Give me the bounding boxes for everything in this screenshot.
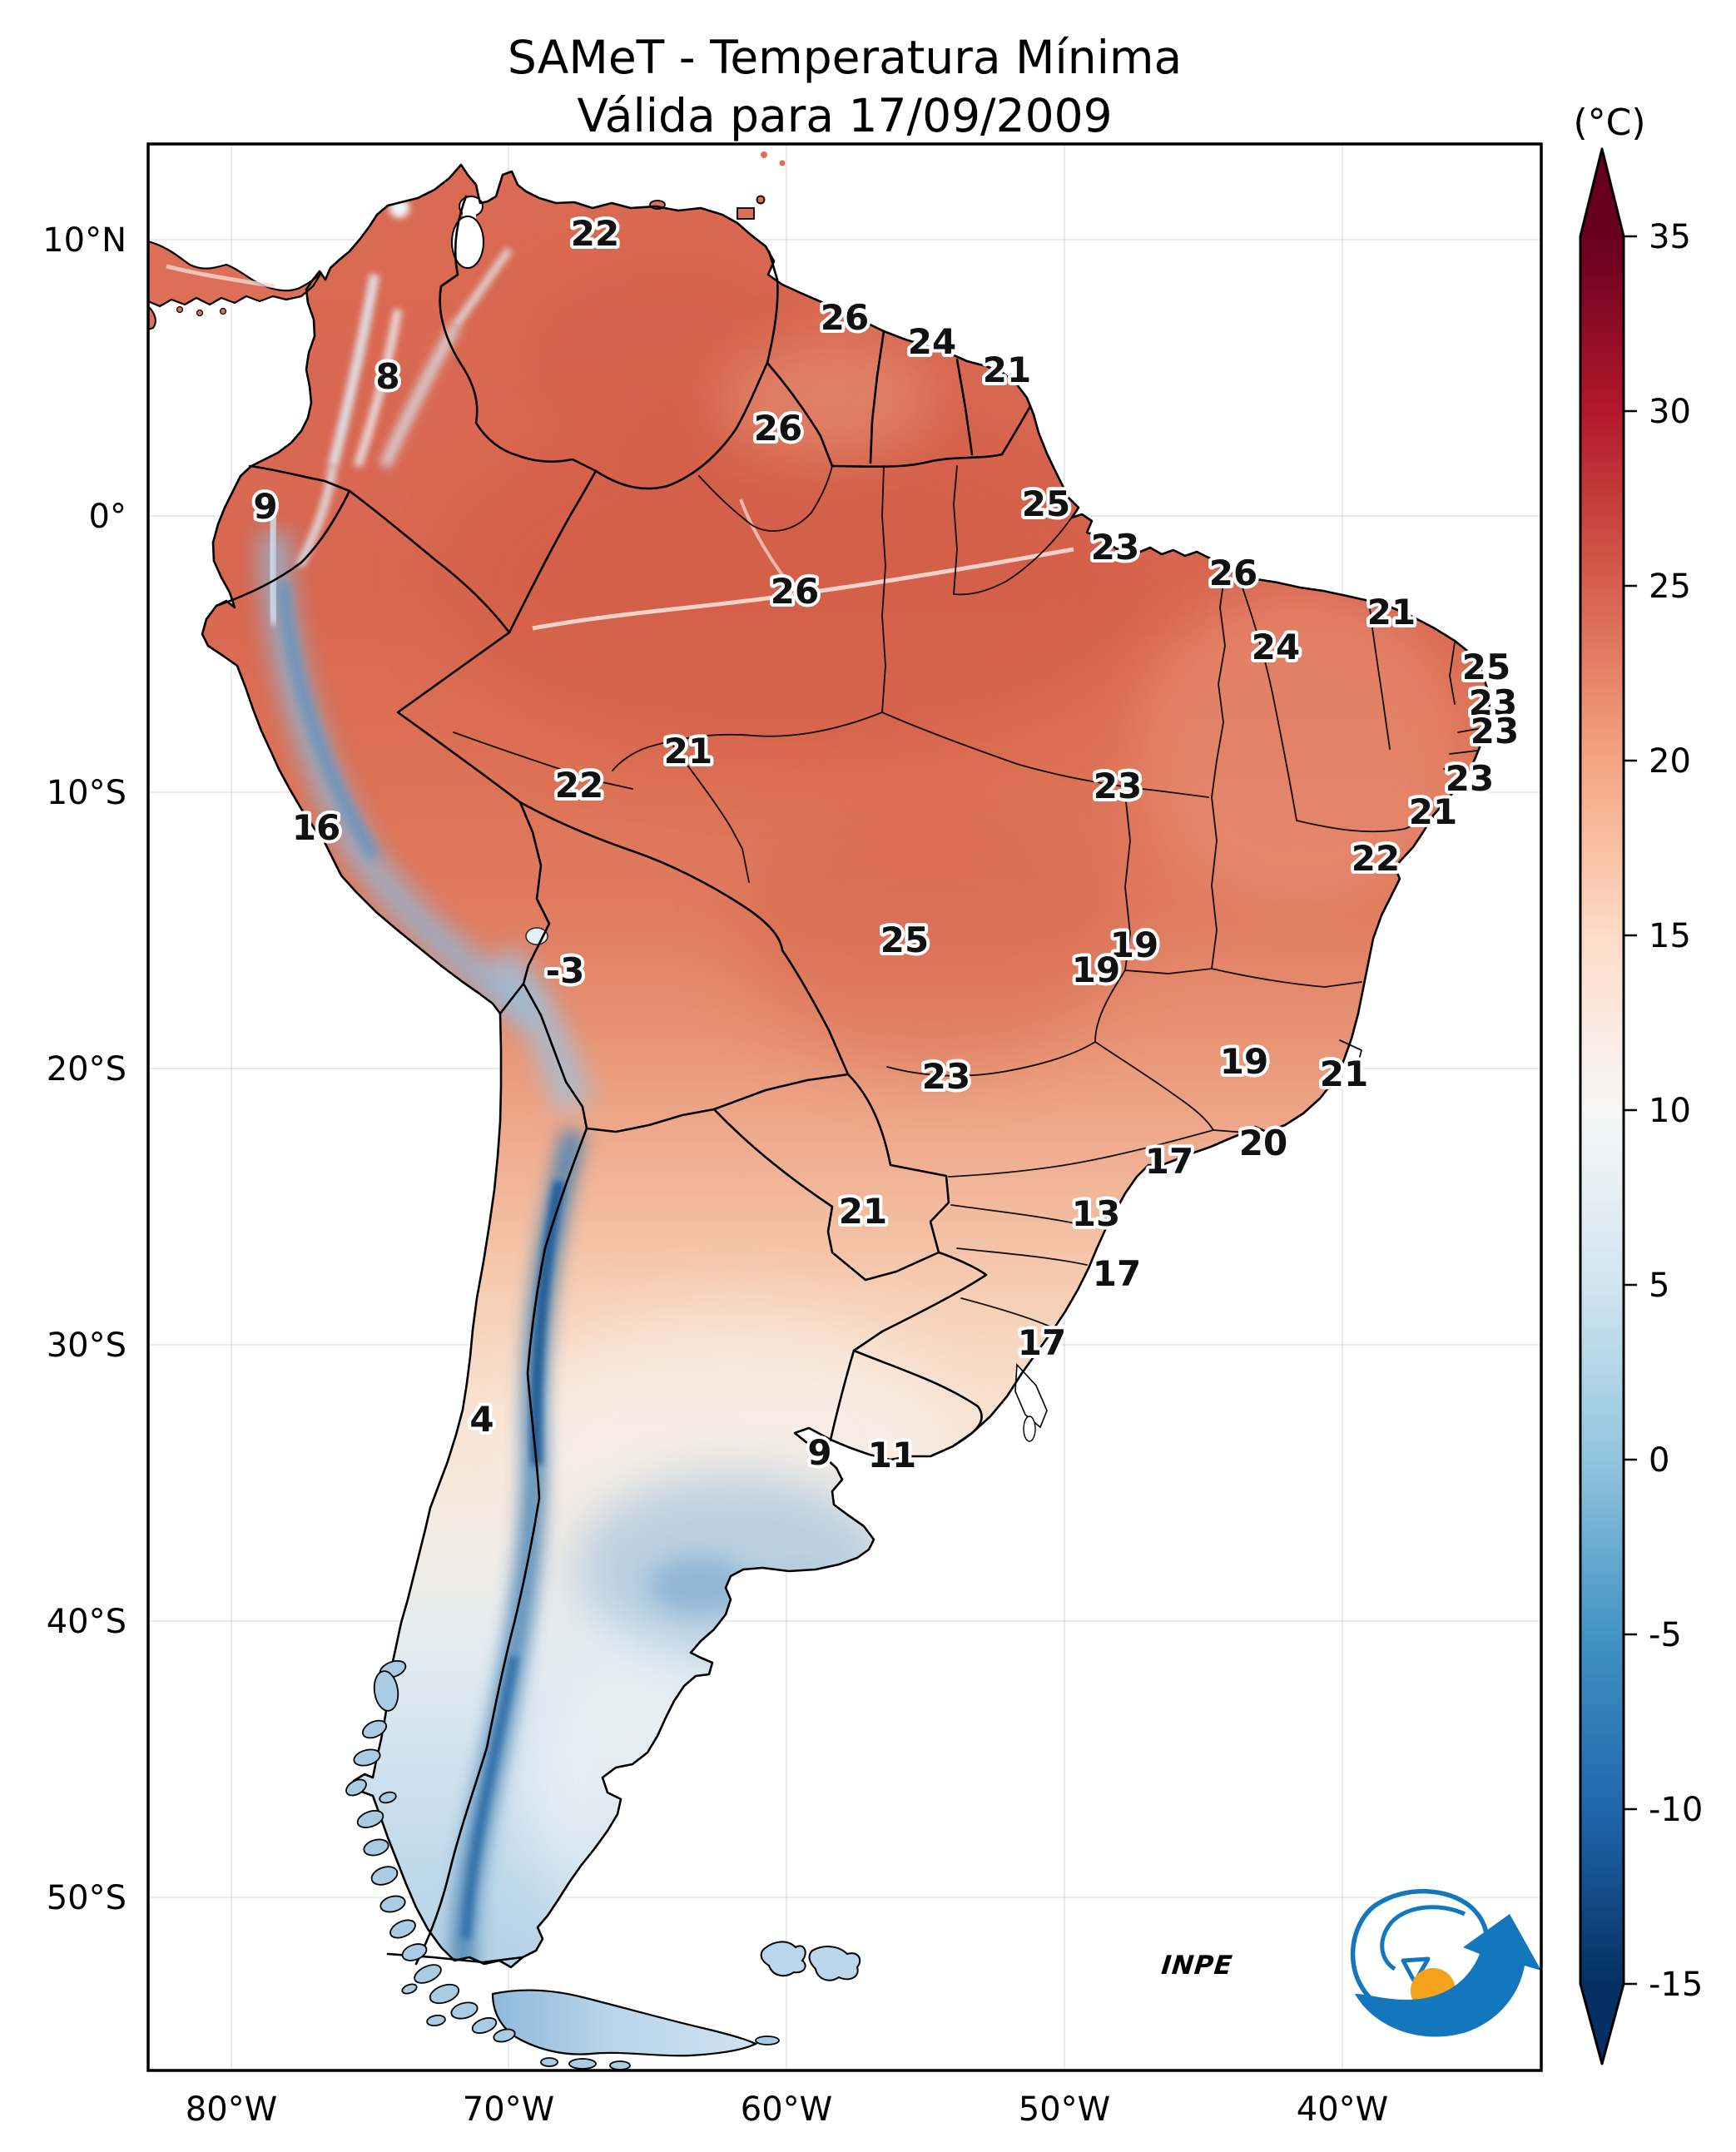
y-tick-label: 20°S: [47, 1050, 126, 1088]
station-temp-label: 23: [922, 1056, 970, 1097]
colorbar-tick-label: 20: [1649, 742, 1691, 781]
station-temp-label: 22: [555, 765, 603, 806]
station-temp-label: 22: [571, 213, 619, 254]
station-temp-label: 23: [1469, 682, 1517, 723]
longitude-tick-labels: 80°W 70°W 60°W 50°W 40°W: [186, 2090, 1388, 2129]
station-temp-label: -3: [546, 950, 585, 991]
station-temp-label: 23: [1471, 711, 1519, 751]
station-temp-label: 21: [1320, 1054, 1368, 1094]
station-temp-label: 26: [821, 297, 869, 338]
chart-subtitle: Válida para 17/09/2009: [577, 89, 1112, 142]
lakes: [451, 196, 1048, 1442]
inpe-swirl-outer: [1350, 1889, 1490, 2010]
station-temp-label: 22: [1352, 838, 1400, 879]
colorbar-tick-label: 5: [1649, 1267, 1669, 1305]
trinidad-island: [737, 207, 755, 220]
amazon-river: [532, 547, 1074, 631]
y-tick-label: 10°S: [47, 774, 126, 812]
tierra-del-fuego: [491, 1989, 780, 2070]
colorbar-tick-label: 25: [1649, 568, 1691, 606]
inpe-logo-text: INPE: [1160, 1951, 1234, 1981]
station-temp-label: 24: [908, 321, 956, 362]
colorbar-gradient: [1580, 236, 1624, 1984]
colorbar-tick-label: -5: [1649, 1616, 1682, 1654]
rio-negro: [739, 498, 796, 593]
station-temp-label: 11: [868, 1435, 916, 1475]
y-tick-label: 50°S: [47, 1879, 126, 1917]
station-temp-label: 23: [1091, 527, 1139, 568]
lagoa-mirim: [1023, 1416, 1036, 1442]
colorbar-ticks: 35 30 25 20 15 10 5 0 -5 -10 -15: [1624, 218, 1703, 2004]
station-temp-label: 9: [253, 486, 277, 527]
station-temp-label: 26: [754, 408, 802, 449]
station-temp-label: 23: [1094, 766, 1142, 806]
station-temp-label: 26: [1209, 553, 1257, 593]
x-tick-label: 40°W: [1297, 2090, 1388, 2129]
colorbar-tick-label: -10: [1649, 1791, 1703, 1829]
caribbean-islands: [649, 144, 786, 220]
chilean-fjord-islands: [345, 1660, 516, 2043]
chart-title: SAMeT - Temperatura Mínima: [508, 31, 1182, 84]
x-tick-label: 60°W: [741, 2090, 832, 2129]
staten-island: [755, 2035, 780, 2045]
y-tick-label: 30°S: [47, 1326, 126, 1365]
station-temp-label: 21: [839, 1191, 887, 1232]
state-borders: [453, 465, 1487, 1329]
inpe-swirl-arrowhead: [1401, 1956, 1431, 1985]
station-temp-label: 24: [1252, 627, 1300, 667]
lake-titicaca: [525, 927, 548, 945]
falkland-islands: [760, 1941, 861, 1981]
station-temp-label: 19: [1072, 950, 1120, 990]
station-temp-label: 13: [1072, 1193, 1120, 1234]
colorbar-tick-label: 30: [1649, 393, 1691, 431]
x-tick-label: 70°W: [463, 2090, 554, 2129]
x-tick-label: 80°W: [186, 2090, 277, 2129]
lagoa-dos-patos: [1014, 1363, 1048, 1429]
country-borders: [215, 195, 1032, 2050]
y-tick-label: 10°N: [42, 221, 126, 260]
station-temp-label: 19: [1220, 1041, 1268, 1082]
station-temp-label: 8: [375, 356, 399, 397]
lake-maracaibo: [451, 216, 484, 269]
y-tick-label: 0°: [89, 498, 126, 536]
station-temp-label: 25: [1022, 483, 1070, 524]
station-temp-label: 23: [1446, 758, 1494, 799]
inpe-arrow: [1355, 1914, 1541, 2037]
chiloe-island: [373, 1670, 399, 1712]
station-temp-label: 19: [1110, 925, 1158, 965]
station-temp-label: 17: [1093, 1253, 1141, 1294]
station-temp-label: 17: [1018, 1322, 1066, 1363]
colorbar: (°C) 35 30 25 20 15 10 5 0 -5 -10 -15: [1573, 102, 1703, 2065]
plot-frame: [146, 142, 1543, 2072]
station-temp-label: 25: [1462, 647, 1510, 687]
station-temp-label: 17: [1145, 1141, 1193, 1182]
colorbar-tick-label: 15: [1649, 917, 1691, 955]
inpe-swirl-inner: [1380, 1905, 1466, 1971]
station-temp-label: 21: [1367, 592, 1416, 632]
latitude-tick-labels: 10°N 0° 10°S 20°S 30°S 40°S 50°S: [42, 221, 126, 1917]
colorbar-unit-label: (°C): [1573, 102, 1645, 144]
station-temp-label: 25: [880, 920, 929, 960]
station-temp-label: 26: [771, 571, 819, 612]
station-temp-label: 21: [983, 350, 1031, 390]
colorbar-tick-label: 10: [1649, 1092, 1691, 1130]
colorbar-tick-label: 35: [1649, 218, 1691, 256]
station-temp-label: 21: [664, 731, 712, 771]
colorbar-extend-upper: [1580, 149, 1624, 236]
y-tick-label: 40°S: [47, 1603, 126, 1641]
station-temp-label: 4: [469, 1399, 494, 1440]
station-temp-label: 16: [292, 807, 340, 848]
colorbar-tick-label: 0: [1649, 1441, 1669, 1480]
andes-ridge: [259, 532, 593, 1967]
x-tick-label: 50°W: [1019, 2090, 1110, 2129]
station-temp-label: 9: [807, 1432, 831, 1473]
station-temp-label: 21: [1409, 791, 1457, 832]
central-america: [148, 240, 323, 331]
station-temp-label: 20: [1239, 1123, 1287, 1163]
colorbar-tick-label: -15: [1649, 1966, 1703, 2004]
inpe-logo: INPE: [1160, 1889, 1541, 2037]
colorbar-extend-lower: [1580, 1984, 1624, 2064]
